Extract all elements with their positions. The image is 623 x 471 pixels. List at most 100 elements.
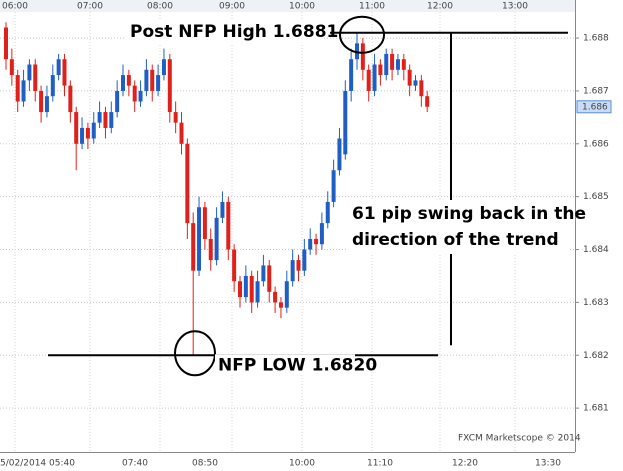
candle-body <box>273 291 278 303</box>
candle-body <box>109 112 114 128</box>
candle-body <box>27 64 32 81</box>
candle-body <box>243 275 248 298</box>
candle-body <box>197 207 202 271</box>
candle-body <box>308 238 313 250</box>
candle-body <box>331 170 336 202</box>
candle-body <box>191 223 196 271</box>
candle-body <box>226 201 231 250</box>
candle-body <box>337 138 342 171</box>
y-tick-label: 1.682 <box>583 351 609 361</box>
top-time-label: 13:00 <box>502 2 528 12</box>
last-price-label: 1.686 <box>582 102 608 112</box>
y-tick-label: 1.684 <box>583 245 609 255</box>
candle-body <box>74 112 79 144</box>
candle-body <box>21 80 26 102</box>
candle-body <box>413 80 418 86</box>
candle-body <box>185 143 190 224</box>
candle-body <box>395 59 400 70</box>
candle-body <box>121 75 125 91</box>
candle-body <box>284 281 289 308</box>
bottom-time-label: 12:20 <box>452 459 478 469</box>
credit: FXCM Marketscope © 2014 <box>458 434 581 444</box>
candle-body <box>290 260 295 282</box>
candle-body <box>115 90 120 113</box>
bottom-time-label: 5/02/2014 05:40 <box>0 459 75 469</box>
top-time-label: 12:00 <box>427 2 453 12</box>
candle-body <box>238 281 242 298</box>
candle-body <box>349 59 354 91</box>
candle-body <box>44 96 49 113</box>
candle-body <box>208 238 213 261</box>
candle-body <box>220 201 225 218</box>
candle-body <box>202 207 207 239</box>
candle-body <box>366 69 371 91</box>
y-tick-label: 1.683 <box>583 298 609 308</box>
bottom-time-label: 07:40 <box>122 459 148 469</box>
candle-body <box>425 96 430 107</box>
candle-body <box>138 90 143 102</box>
candle-body <box>173 112 178 123</box>
low-label: NFP LOW 1.6820 <box>218 355 377 375</box>
top-axis-band <box>0 0 575 12</box>
high-label: Post NFP High 1.6881 <box>130 22 338 42</box>
candle-body <box>167 59 172 113</box>
top-time-label: 10:00 <box>289 2 315 12</box>
low-circle <box>174 330 216 377</box>
top-time-label: 11:00 <box>359 2 385 12</box>
candle-body <box>360 43 365 70</box>
candle-body <box>419 80 424 97</box>
candle-body <box>97 112 102 123</box>
candle-body <box>150 69 155 91</box>
last-price-box <box>576 100 612 114</box>
label-bg <box>348 200 568 254</box>
top-time-label: 08:00 <box>147 2 173 12</box>
candle-body <box>278 302 283 308</box>
candle-body <box>62 59 67 86</box>
candle-body <box>407 69 412 86</box>
candle-body <box>401 59 406 70</box>
swing-note: direction of the trend <box>352 230 559 250</box>
candle-body <box>39 90 44 113</box>
bottom-time-label: 11:10 <box>367 459 393 469</box>
candle-body <box>302 249 307 271</box>
y-tick-label: 1.685 <box>583 192 609 202</box>
candle-body <box>319 223 324 245</box>
candle-body <box>132 85 137 102</box>
bottom-time-label: 10:00 <box>289 459 315 469</box>
high-circle <box>339 15 385 54</box>
candle-body <box>161 59 166 76</box>
bottom-time-label: 08:50 <box>192 459 218 469</box>
candle-body <box>9 59 14 76</box>
annotations: 1.686 Post NFP High 1.6881 NFP LOW 1.6820 6… <box>48 15 612 444</box>
candle-body <box>144 69 149 91</box>
swing-note: 61 pip swing back in the <box>352 204 586 224</box>
top-time-label: 07:00 <box>77 2 103 12</box>
label-bg <box>126 20 322 43</box>
candle-body <box>249 275 254 303</box>
candle-body <box>91 122 96 139</box>
candle-body <box>179 122 184 144</box>
candle-body <box>50 75 55 97</box>
candle-body <box>232 249 237 282</box>
candle-body <box>56 59 61 76</box>
candle-body <box>325 201 330 224</box>
y-tick-label: 1.686 <box>583 139 609 149</box>
candle-body <box>267 265 272 292</box>
y-tick-label: 1.681 <box>583 404 609 414</box>
candle-body <box>384 53 389 76</box>
candle-body <box>103 112 108 128</box>
y-tick-label: 1.687 <box>583 86 609 96</box>
candle-body <box>372 64 377 91</box>
bottom-time-label: 13:30 <box>535 459 561 469</box>
grid: 1.681 1.682 1.683 1.684 1.685 1.686 1.687 1.688… <box>0 2 609 469</box>
candle-body <box>33 64 38 91</box>
candle-body <box>261 265 266 282</box>
candle-body <box>390 53 395 70</box>
candle-body <box>68 85 73 113</box>
candle-body <box>214 217 219 261</box>
candle-body <box>4 27 8 60</box>
candle-body <box>15 75 20 102</box>
candle-body <box>343 90 348 155</box>
